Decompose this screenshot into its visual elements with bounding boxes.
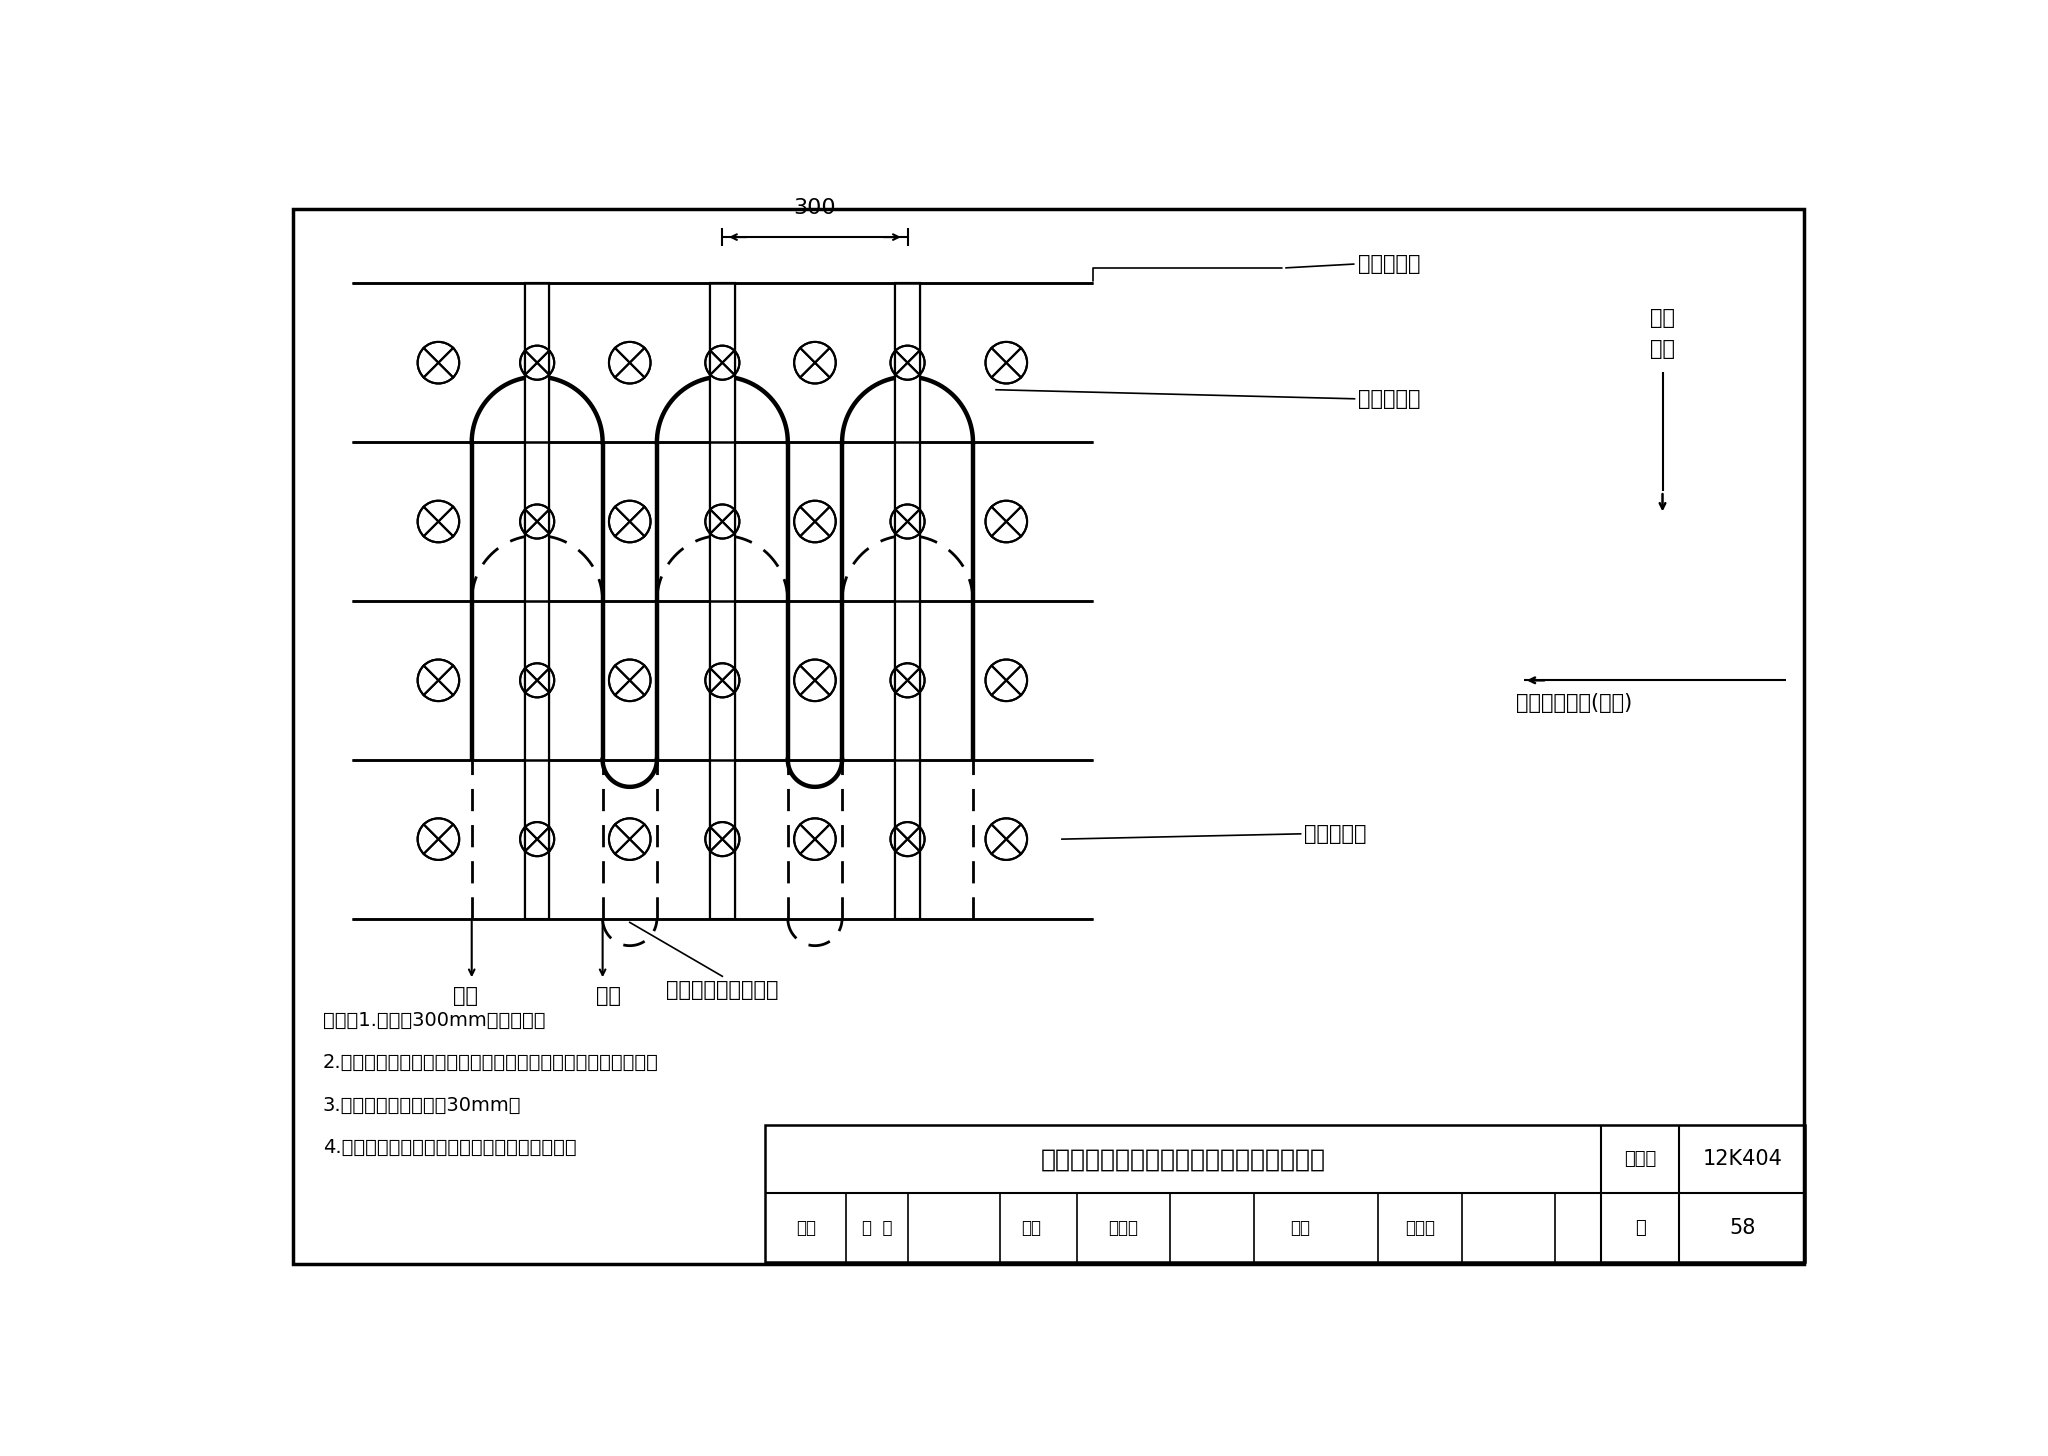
Text: 地暖输配管: 地暖输配管 xyxy=(1358,389,1421,409)
Text: 任兆成: 任兆成 xyxy=(1108,1219,1139,1236)
Text: 说明：1.每间隔300mm打钉固定。: 说明：1.每间隔300mm打钉固定。 xyxy=(324,1010,545,1029)
Bar xyxy=(711,284,735,919)
Text: 2.木地板应与龙骨垂直，设计时应注意确认木地板铺设的方向。: 2.木地板应与龙骨垂直，设计时应注意确认木地板铺设的方向。 xyxy=(324,1053,659,1072)
Text: 木地板的方向(木纹): 木地板的方向(木纹) xyxy=(1516,693,1632,713)
Text: 预制轻薄供暖板（带龙骨）固定方法示意图: 预制轻薄供暖板（带龙骨）固定方法示意图 xyxy=(1040,1147,1325,1171)
Bar xyxy=(895,284,920,919)
Text: 页: 页 xyxy=(1634,1219,1645,1236)
Bar xyxy=(895,284,920,919)
Bar xyxy=(524,284,549,919)
Text: 回水: 回水 xyxy=(596,986,621,1006)
Text: 邓有源: 邓有源 xyxy=(1405,1219,1436,1236)
Text: 供水: 供水 xyxy=(453,986,477,1006)
Text: 审核: 审核 xyxy=(797,1219,815,1236)
Text: 12K404: 12K404 xyxy=(1702,1149,1782,1169)
Text: 图集号: 图集号 xyxy=(1624,1150,1657,1168)
Text: 校对: 校对 xyxy=(1022,1219,1040,1236)
Text: 高  波: 高 波 xyxy=(862,1219,893,1236)
Text: 58: 58 xyxy=(1729,1217,1755,1238)
Bar xyxy=(524,284,549,919)
Text: 配管: 配管 xyxy=(1651,307,1675,328)
Text: 4.供暖板内置龙骨、边沿放置龙骨均为木龙骨。: 4.供暖板内置龙骨、边沿放置龙骨均为木龙骨。 xyxy=(324,1139,575,1158)
Bar xyxy=(766,1125,1804,1262)
Text: 内置木龙骨: 内置木龙骨 xyxy=(1305,824,1366,844)
Text: 300: 300 xyxy=(795,198,836,218)
Text: 方向: 方向 xyxy=(1651,339,1675,358)
Text: 3.固定用钉长度应大于30mm。: 3.固定用钉长度应大于30mm。 xyxy=(324,1095,522,1115)
Text: 固定地暖供暖板用钉: 固定地暖供暖板用钉 xyxy=(666,980,778,1000)
Text: 边沿木龙骨: 边沿木龙骨 xyxy=(1358,253,1421,274)
Bar xyxy=(711,284,735,919)
Text: 设计: 设计 xyxy=(1290,1219,1311,1236)
